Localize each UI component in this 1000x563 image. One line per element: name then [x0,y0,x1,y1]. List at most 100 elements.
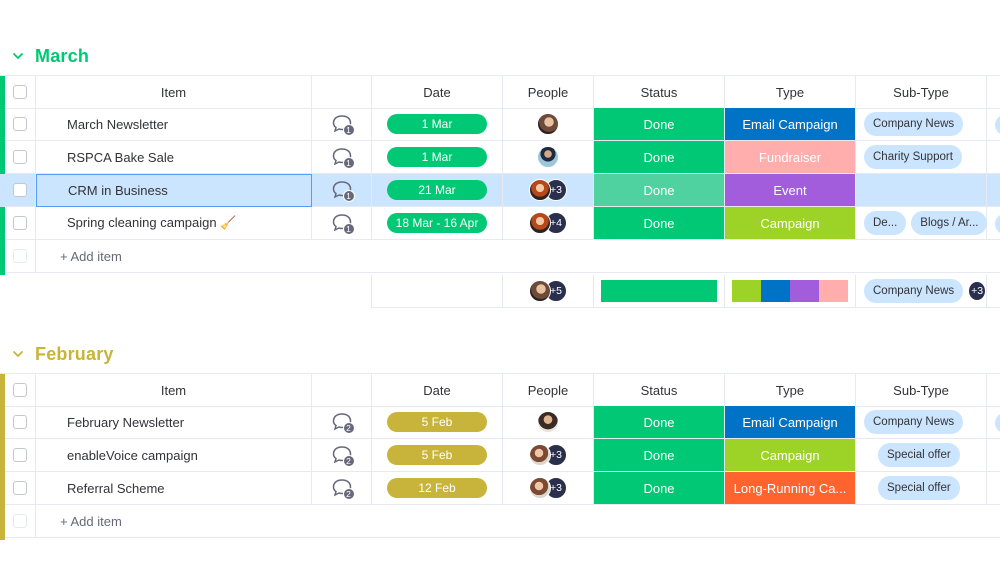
people-cell[interactable]: +3 [503,174,594,207]
row-checkbox[interactable] [13,481,27,495]
type-distribution-bar[interactable] [732,280,848,302]
chat-bubble-icon[interactable]: 2 [331,445,355,467]
type-cell[interactable]: Campaign [725,207,856,240]
extra-cell[interactable] [987,472,1000,505]
summary-type[interactable] [725,275,856,308]
row-select-cell[interactable] [5,174,36,207]
extra-chip[interactable] [995,115,1000,135]
row-checkbox[interactable] [13,150,27,164]
chat-bubble-icon[interactable]: 1 [331,213,355,235]
extra-chip[interactable] [995,214,1000,234]
select-all-checkbox[interactable] [13,85,27,99]
row-checkbox[interactable] [13,216,27,230]
updates-cell[interactable]: 1 [312,141,372,174]
status-label[interactable]: Done [594,108,724,140]
subtype-chip[interactable]: Special offer [878,476,960,500]
people-cell[interactable] [503,108,594,141]
people-cell[interactable]: +4 [503,207,594,240]
date-cell[interactable]: 21 Mar [372,174,503,207]
add-item-cell[interactable]: + Add item [36,240,1000,273]
date-pill[interactable]: 21 Mar [387,180,487,200]
status-label[interactable]: Done [594,406,724,438]
status-cell[interactable]: Done [594,207,725,240]
subtype-chip[interactable]: Special offer [878,443,960,467]
date-pill[interactable]: 1 Mar [387,114,487,134]
table-row[interactable]: Referral Scheme 2 12 Feb +3 Done Long-Ru… [0,472,1000,505]
avatar[interactable] [537,146,559,168]
row-checkbox[interactable] [13,183,27,197]
avatar[interactable] [529,477,551,499]
chevron-down-icon[interactable] [11,49,25,63]
table-row[interactable]: RSPCA Bake Sale 1 1 Mar Done Fundraiser … [0,141,1000,174]
type-cell[interactable]: Fundraiser [725,141,856,174]
extra-cell[interactable] [987,406,1000,439]
date-cell[interactable]: 12 Feb [372,472,503,505]
item-name[interactable]: enableVoice campaign [36,439,312,472]
subtype-chip[interactable]: Blogs / Ar... [911,211,988,235]
people-cell[interactable]: +3 [503,439,594,472]
subtype-cell[interactable] [856,174,987,207]
chat-bubble-icon[interactable]: 2 [331,412,355,434]
date-pill[interactable]: 18 Mar - 16 Apr [387,213,487,233]
status-label[interactable]: Done [594,207,724,239]
column-header-type[interactable]: Type [725,374,856,407]
status-label[interactable]: Done [594,141,724,173]
group-header-march[interactable]: March [0,41,89,71]
column-header-type[interactable]: Type [725,76,856,109]
type-cell[interactable]: Event [725,174,856,207]
type-label[interactable]: Long-Running Ca... [725,472,855,504]
select-all-cell[interactable] [5,76,36,109]
type-label[interactable]: Event [725,174,855,206]
status-cell[interactable]: Done [594,439,725,472]
avatar[interactable] [529,280,551,302]
people-cell[interactable] [503,406,594,439]
status-cell[interactable]: Done [594,406,725,439]
subtype-cell[interactable]: Company News [856,406,987,439]
row-select-cell[interactable] [5,207,36,240]
column-header-date[interactable]: Date [372,374,503,407]
date-pill[interactable]: 12 Feb [387,478,487,498]
updates-cell[interactable]: 1 [312,174,372,207]
avatar[interactable] [529,212,551,234]
column-header-status[interactable]: Status [594,76,725,109]
updates-cell[interactable]: 1 [312,207,372,240]
type-label[interactable]: Email Campaign [725,108,855,140]
subtype-cell[interactable]: Charity Support [856,141,987,174]
column-header-item[interactable]: Item [36,76,312,109]
chat-bubble-icon[interactable]: 1 [331,180,355,202]
row-select-cell[interactable] [5,141,36,174]
date-cell[interactable]: 18 Mar - 16 Apr [372,207,503,240]
subtype-cell[interactable]: De... Blogs / Ar... [856,207,988,240]
status-cell[interactable]: Done [594,472,725,505]
subtype-chip[interactable]: Company News [864,279,964,303]
add-item-button[interactable]: + Add item [60,248,122,264]
chat-bubble-icon[interactable]: 1 [331,147,355,169]
row-checkbox[interactable] [13,117,27,131]
updates-cell[interactable]: 2 [312,472,372,505]
item-name[interactable]: Referral Scheme [36,472,312,505]
type-label[interactable]: Email Campaign [725,406,855,438]
row-select-cell[interactable] [5,439,36,472]
type-label[interactable]: Campaign [725,439,855,471]
column-header-subtype[interactable]: Sub-Type [856,76,987,109]
chat-bubble-icon[interactable]: 2 [331,478,355,500]
status-cell[interactable]: Done [594,174,725,207]
subtype-cell[interactable]: Special offer [856,472,987,505]
column-header-item[interactable]: Item [36,374,312,407]
subtype-cell[interactable]: Special offer [856,439,987,472]
item-name[interactable]: RSPCA Bake Sale [36,141,312,174]
avatar[interactable] [529,179,551,201]
date-cell[interactable]: 5 Feb [372,406,503,439]
row-select-cell[interactable] [5,406,36,439]
group-title[interactable]: March [35,45,90,66]
avatar[interactable] [529,444,551,466]
subtype-cell[interactable]: Company News [856,108,987,141]
extra-chip[interactable] [995,413,1000,433]
status-label[interactable]: Done [594,174,724,206]
subtype-chip[interactable]: Company News [864,410,964,434]
summary-subtype[interactable]: Company News +3 [856,275,987,308]
date-pill[interactable]: 5 Feb [387,412,487,432]
table-row[interactable]: enableVoice campaign 2 5 Feb +3 Done Cam… [0,439,1000,472]
people-cell[interactable]: +3 [503,472,594,505]
chevron-down-icon[interactable] [11,347,25,361]
